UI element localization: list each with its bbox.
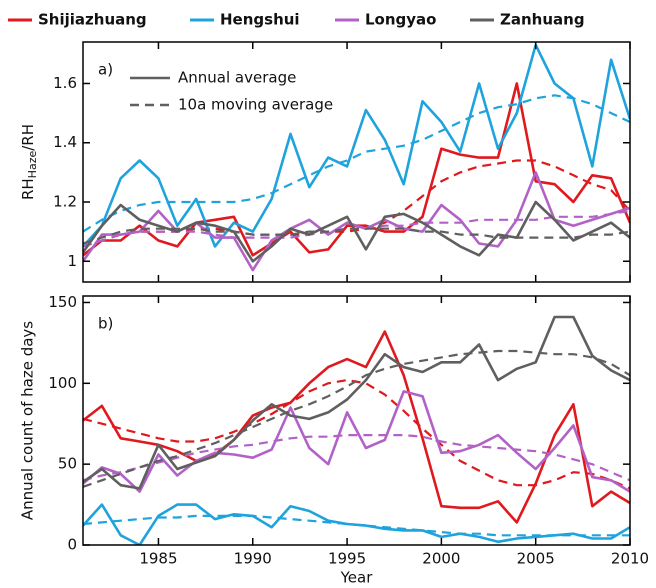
legend-label: Zanhuang — [500, 11, 585, 29]
annual-line — [83, 43, 630, 248]
annual-line — [83, 171, 630, 272]
x-tick-label: 1985 — [139, 550, 177, 568]
frame — [82, 41, 631, 283]
annual-line — [83, 330, 630, 524]
y-tick-label: 1.4 — [53, 133, 77, 151]
legend-label: Annual average — [178, 69, 296, 87]
x-axis-title: Year — [340, 569, 374, 587]
panel-label: b) — [98, 315, 113, 333]
y-axis-title-sub: Haze — [26, 151, 39, 179]
plot-area — [83, 315, 630, 545]
y-tick-label: 1.2 — [53, 193, 77, 211]
panel-label: a) — [98, 61, 113, 79]
y-tick-label: 50 — [58, 455, 77, 473]
legend-label: Shijiazhuang — [38, 11, 147, 29]
moving-average-line — [83, 94, 630, 233]
legend-label: Hengshui — [220, 11, 300, 29]
annual-line — [83, 390, 630, 493]
moving-average-line — [83, 434, 630, 482]
y-tick-label: 1.6 — [53, 74, 77, 92]
x-tick-label: 2000 — [422, 550, 460, 568]
moving-average-line — [83, 227, 630, 245]
y-tick-label: 150 — [48, 293, 77, 311]
y-axis-title: Annual count of haze days — [19, 321, 37, 520]
y-axis-title-main: RH — [19, 178, 37, 200]
legend-label: 10a moving average — [178, 96, 333, 114]
y-tick-label: 100 — [48, 374, 77, 392]
x-tick-label: 2005 — [517, 550, 555, 568]
annual-line — [83, 200, 630, 263]
y-axis-title: RHHaze/RH — [19, 124, 40, 200]
annual-line — [83, 315, 630, 490]
plot-area — [83, 43, 630, 272]
x-tick-label: 1995 — [328, 550, 366, 568]
moving-average-line — [83, 514, 630, 537]
x-tick-label: 1990 — [234, 550, 272, 568]
frame — [82, 295, 631, 546]
y-tick-label: 1 — [67, 252, 77, 270]
x-tick-label: 2010 — [611, 550, 649, 568]
y-axis-title-rest: /RH — [19, 124, 37, 151]
legend-label: Longyao — [365, 11, 436, 29]
y-tick-label: 0 — [67, 536, 77, 554]
moving-average-line — [83, 349, 630, 488]
